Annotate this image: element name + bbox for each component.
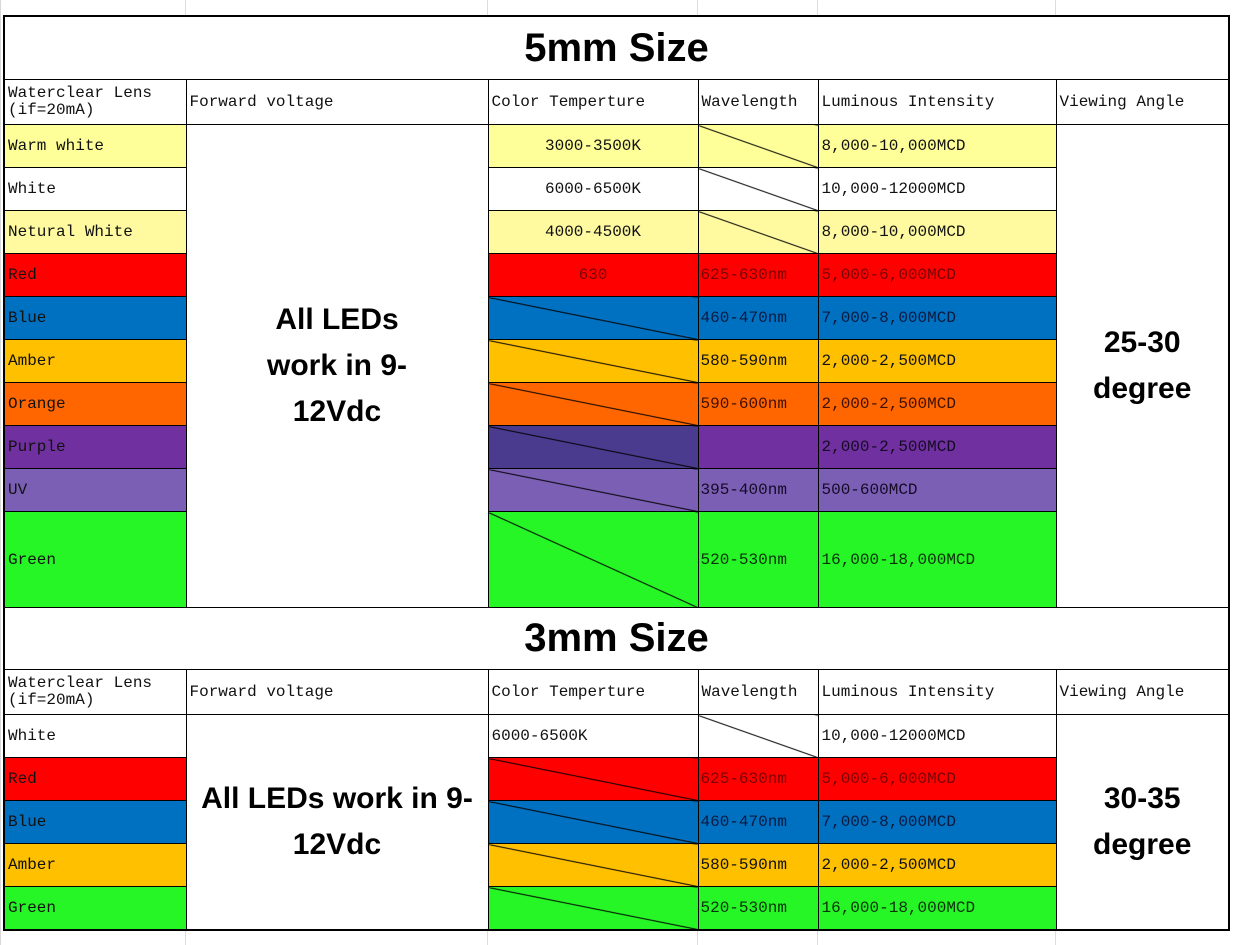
led-row: Blue 460-470nm 7,000-8,000MCD	[3, 800, 1229, 844]
led-spec-table: 5mm Size Waterclear Lens (if=20mA) Forward …	[3, 15, 1230, 931]
section-title-row: 5mm Size	[3, 15, 1230, 80]
led-row: White 6000-6500K 10,000-12000MCD	[3, 167, 1229, 211]
led-color-name: Amber	[3, 843, 187, 887]
luminous-intensity-value: 2,000-2,500MCD	[817, 339, 1057, 383]
luminous-intensity-value: 2,000-2,500MCD	[817, 425, 1057, 469]
section-title: 3mm Size	[3, 607, 1230, 670]
viewing-angle-value: 25-30 degree	[1055, 124, 1230, 608]
led-color-name: Red	[3, 253, 187, 297]
header-row: Waterclear Lens (if=20mA) Forward voltage C…	[3, 669, 1230, 715]
color-temperature-value: 630	[487, 253, 699, 297]
luminous-intensity-value: 16,000-18,000MCD	[817, 886, 1057, 931]
forward-voltage-value: All LEDs work in 9-12Vdc	[185, 714, 489, 931]
color-temperature-value: 3000-3500K	[487, 124, 699, 168]
luminous-intensity-value: 7,000-8,000MCD	[817, 296, 1057, 340]
color-temperature-empty	[487, 339, 699, 383]
led-row: Green 520-530nm 16,000-18,000MCD	[3, 886, 1229, 931]
color-temperature-empty	[487, 886, 699, 931]
column-header: Color Temperture	[487, 669, 699, 715]
luminous-intensity-value: 8,000-10,000MCD	[817, 124, 1057, 168]
wavelength-value: 625-630nm	[697, 253, 819, 297]
column-header: Waterclear Lens (if=20mA)	[3, 669, 187, 715]
led-row: Netural White 4000-4500K 8,000-10,000MCD	[3, 210, 1229, 254]
wavelength-empty	[697, 124, 819, 168]
section-title: 5mm Size	[3, 15, 1230, 80]
wavelength-value: 625-630nm	[697, 757, 819, 801]
color-temperature-empty	[487, 757, 699, 801]
column-header: Forward voltage	[185, 79, 489, 125]
color-temperature-value: 6000-6500K	[487, 714, 699, 758]
led-row: UV 395-400nm 500-600MCD	[3, 468, 1229, 512]
wavelength-value: 520-530nm	[697, 886, 819, 931]
luminous-intensity-value: 8,000-10,000MCD	[817, 210, 1057, 254]
wavelength-value: 580-590nm	[697, 843, 819, 887]
led-row: Amber 580-590nm 2,000-2,500MCD	[3, 339, 1229, 383]
led-color-name: Green	[3, 886, 187, 931]
forward-voltage-value: All LEDs work in 9-12Vdc	[185, 124, 489, 608]
luminous-intensity-value: 10,000-12000MCD	[817, 714, 1057, 758]
led-color-name: Purple	[3, 425, 187, 469]
column-header: Color Temperture	[487, 79, 699, 125]
led-row: Green 520-530nm 16,000-18,000MCD	[3, 511, 1229, 608]
led-row: Warm white All LEDs work in 9-12Vdc 3000-3…	[3, 124, 1230, 608]
led-row: Orange 590-600nm 2,000-2,500MCD	[3, 382, 1229, 426]
led-color-name: Blue	[3, 800, 187, 844]
led-color-name: Amber	[3, 339, 187, 383]
section-title-row: 3mm Size	[3, 607, 1230, 670]
led-color-name: UV	[3, 468, 187, 512]
led-color-name: Red	[3, 757, 187, 801]
wavelength-value: 580-590nm	[697, 339, 819, 383]
color-temperature-empty	[487, 843, 699, 887]
wavelength-value: 460-470nm	[697, 296, 819, 340]
led-color-name: Netural White	[3, 210, 187, 254]
led-row: Purple 2,000-2,500MCD	[3, 425, 1229, 469]
luminous-intensity-value: 16,000-18,000MCD	[817, 511, 1057, 608]
luminous-intensity-value: 10,000-12000MCD	[817, 167, 1057, 211]
luminous-intensity-value: 7,000-8,000MCD	[817, 800, 1057, 844]
led-color-name: Warm white	[3, 124, 187, 168]
wavelength-value: 590-600nm	[697, 382, 819, 426]
column-header: Luminous Intensity	[817, 79, 1057, 125]
led-row: Red 630 625-630nm 5,000-6,000MCD	[3, 253, 1229, 297]
column-header: Viewing Angle	[1055, 79, 1230, 125]
column-header: Luminous Intensity	[817, 669, 1057, 715]
wavelength-empty	[697, 714, 819, 758]
led-color-name: Blue	[3, 296, 187, 340]
color-temperature-empty	[487, 800, 699, 844]
wavelength-value: 460-470nm	[697, 800, 819, 844]
column-header: Wavelength	[697, 669, 819, 715]
color-temperature-empty	[487, 296, 699, 340]
luminous-intensity-value: 500-600MCD	[817, 468, 1057, 512]
wavelength-empty	[697, 210, 819, 254]
led-color-name: Orange	[3, 382, 187, 426]
color-temperature-empty	[487, 382, 699, 426]
led-color-name: White	[3, 167, 187, 211]
led-row: Amber 580-590nm 2,000-2,500MCD	[3, 843, 1229, 887]
header-row: Waterclear Lens (if=20mA) Forward voltage C…	[3, 79, 1230, 125]
column-header: Wavelength	[697, 79, 819, 125]
column-header: Waterclear Lens (if=20mA)	[3, 79, 187, 125]
color-temperature-empty	[487, 425, 699, 469]
led-color-name: Green	[3, 511, 187, 608]
wavelength-value: 395-400nm	[697, 468, 819, 512]
luminous-intensity-value: 5,000-6,000MCD	[817, 757, 1057, 801]
led-color-name: White	[3, 714, 187, 758]
color-temperature-value: 6000-6500K	[487, 167, 699, 211]
led-row: Red 625-630nm 5,000-6,000MCD	[3, 757, 1229, 801]
luminous-intensity-value: 2,000-2,500MCD	[817, 382, 1057, 426]
led-row: Blue 460-470nm 7,000-8,000MCD	[3, 296, 1229, 340]
luminous-intensity-value: 2,000-2,500MCD	[817, 843, 1057, 887]
color-temperature-empty	[487, 468, 699, 512]
color-temperature-empty	[487, 511, 699, 608]
column-header: Viewing Angle	[1055, 669, 1230, 715]
color-temperature-value: 4000-4500K	[487, 210, 699, 254]
viewing-angle-value: 30-35 degree	[1055, 714, 1230, 931]
led-row: White All LEDs work in 9-12Vdc 6000-6500K 1…	[3, 714, 1230, 931]
column-header: Forward voltage	[185, 669, 489, 715]
wavelength-value: 520-530nm	[697, 511, 819, 608]
luminous-intensity-value: 5,000-6,000MCD	[817, 253, 1057, 297]
wavelength-value	[697, 425, 819, 469]
wavelength-empty	[697, 167, 819, 211]
